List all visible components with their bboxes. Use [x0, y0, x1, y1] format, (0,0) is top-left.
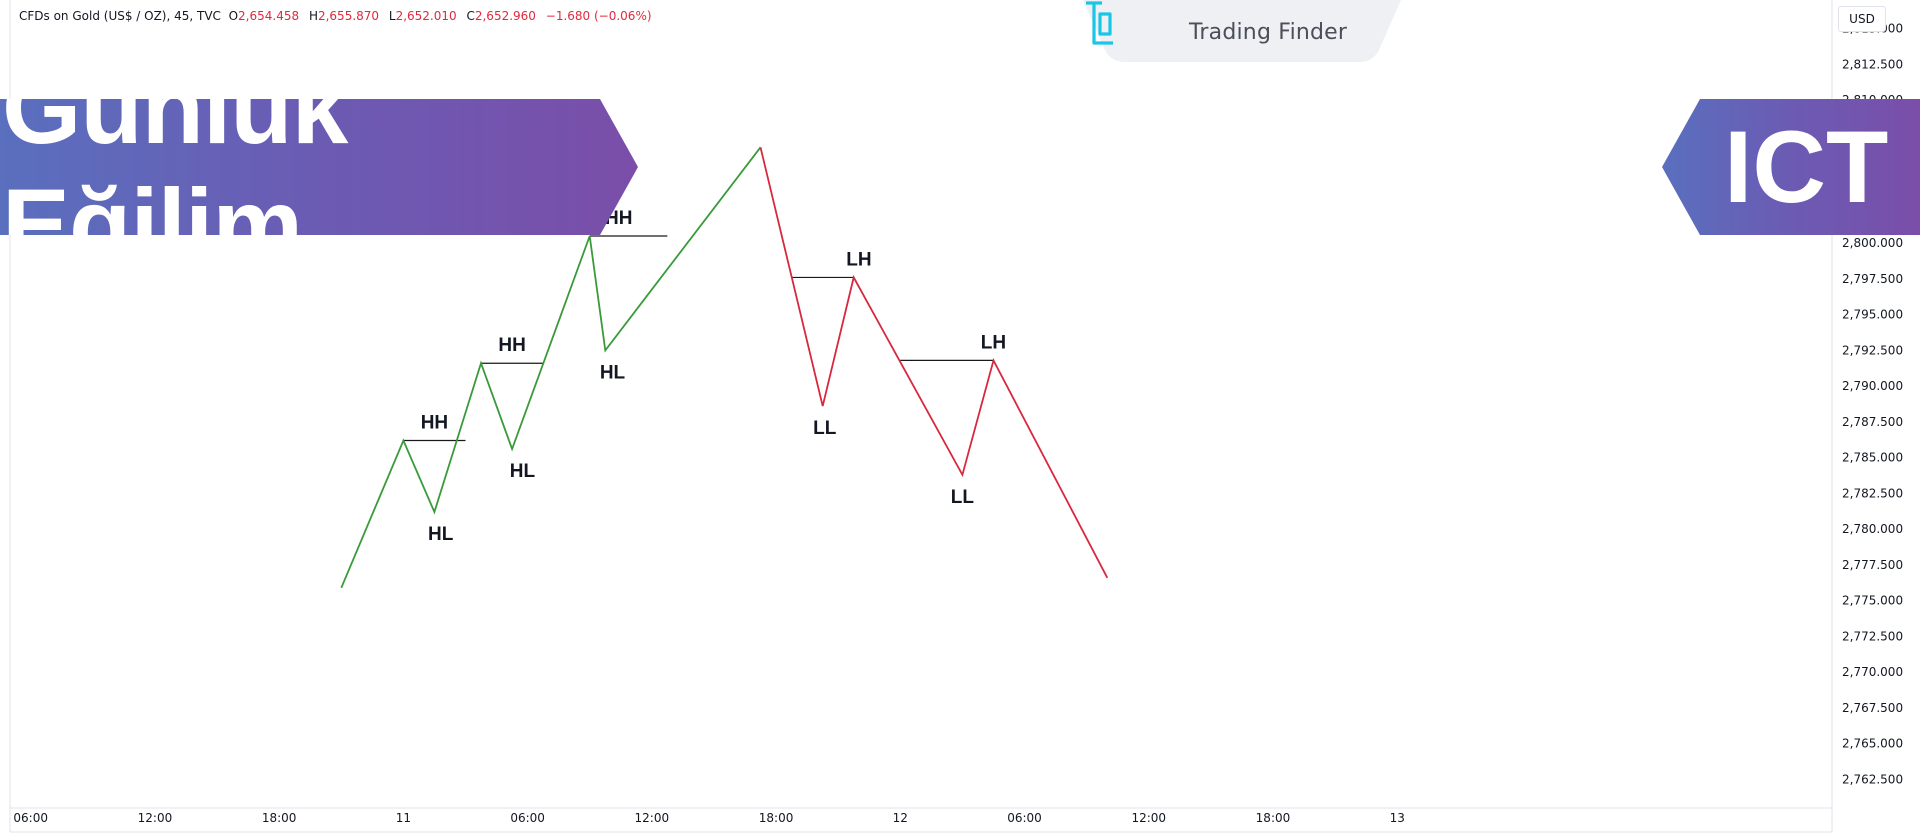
price-tick-label: 2,777.500: [1842, 558, 1903, 572]
price-tick-label: 2,812.500: [1842, 57, 1903, 71]
low-value: 2,652.010: [395, 9, 457, 23]
structure-label-hl: HL: [510, 461, 536, 482]
brand-tab-shape: [1083, 0, 1401, 62]
time-tick-label: 18:00: [1256, 811, 1291, 825]
structure-label-lh: LH: [981, 332, 1006, 353]
symbol-info: CFDs on Gold (US$ / OZ), 45, TVC O2,654.…: [19, 9, 658, 23]
price-tick-label: 2,775.000: [1842, 594, 1903, 608]
time-tick-label: 12: [893, 811, 908, 825]
title-banner-text: Günlük Eğilim: [2, 51, 348, 282]
time-tick-label: 06:00: [1007, 811, 1042, 825]
time-tick-label: 12:00: [635, 811, 670, 825]
change-value: −1.680 (−0.06%): [545, 9, 652, 23]
open-value: 2,654.458: [238, 9, 300, 23]
price-tick-label: 2,772.500: [1842, 629, 1903, 643]
structure-label-lh: LH: [846, 249, 871, 270]
ict-banner-text: ICT: [1724, 109, 1889, 224]
price-tick-label: 2,800.000: [1842, 236, 1903, 250]
price-tick-label: 2,762.500: [1842, 772, 1903, 786]
time-tick-label: 13: [1390, 811, 1405, 825]
horizontal-levels: [403, 235, 994, 442]
structure-label-hl: HL: [600, 362, 626, 383]
structure-label-hh: HH: [421, 412, 448, 433]
brand-name: Trading Finder: [1189, 20, 1348, 45]
zigzag-lines: [340, 146, 1109, 589]
price-tick-label: 2,770.000: [1842, 665, 1903, 679]
price-tick-label: 2,790.000: [1842, 379, 1903, 393]
price-tick-label: 2,795.000: [1842, 308, 1903, 322]
structure-label-hh: HH: [498, 335, 525, 356]
time-tick-label: 18:00: [759, 811, 794, 825]
symbol-name[interactable]: CFDs on Gold (US$ / OZ), 45, TVC: [19, 9, 221, 23]
price-tick-label: 2,787.500: [1842, 415, 1903, 429]
time-tick-label: 12:00: [138, 811, 173, 825]
time-tick-label: 11: [396, 811, 411, 825]
ict-banner: ICT: [1662, 99, 1920, 235]
brand-watermark: Trading Finder: [1083, 0, 1401, 64]
price-tick-label: 2,765.000: [1842, 737, 1903, 751]
structure-label-hl: HL: [428, 524, 454, 545]
down-trend-line: [759, 147, 1109, 579]
price-tick-label: 2,792.500: [1842, 343, 1903, 357]
high-label: H: [308, 9, 318, 23]
time-tick-label: 06:00: [510, 811, 545, 825]
tf-logo-icon: [1086, 1, 1113, 45]
price-tick-label: 2,785.000: [1842, 451, 1903, 465]
up-trend-line: [340, 146, 762, 589]
time-tick-label: 18:00: [262, 811, 297, 825]
structure-label-ll: LL: [813, 418, 837, 439]
price-tick-label: 2,797.500: [1842, 272, 1903, 286]
price-tick-label: 2,782.500: [1842, 486, 1903, 500]
price-tick-label: 2,780.000: [1842, 522, 1903, 536]
currency-button[interactable]: USD: [1838, 6, 1886, 32]
time-tick-label: 12:00: [1131, 811, 1166, 825]
close-value: 2,652.960: [474, 9, 536, 23]
structure-label-ll: LL: [951, 487, 975, 508]
price-tick-label: 2,767.500: [1842, 701, 1903, 715]
time-tick-label: 06:00: [13, 811, 48, 825]
price-axis[interactable]: 2,815.0002,812.5002,810.0002,807.5002,80…: [1842, 22, 1903, 787]
open-label: O: [228, 9, 239, 23]
title-banner: Günlük Eğilim: [0, 99, 638, 235]
close-label: C: [466, 9, 475, 23]
low-label: L: [388, 9, 396, 23]
time-axis[interactable]: 06:00 12:00 18:00 11 06:00 12:00 18:00 12 06:00 1…: [13, 811, 1404, 825]
high-value: 2,655.870: [317, 9, 380, 23]
